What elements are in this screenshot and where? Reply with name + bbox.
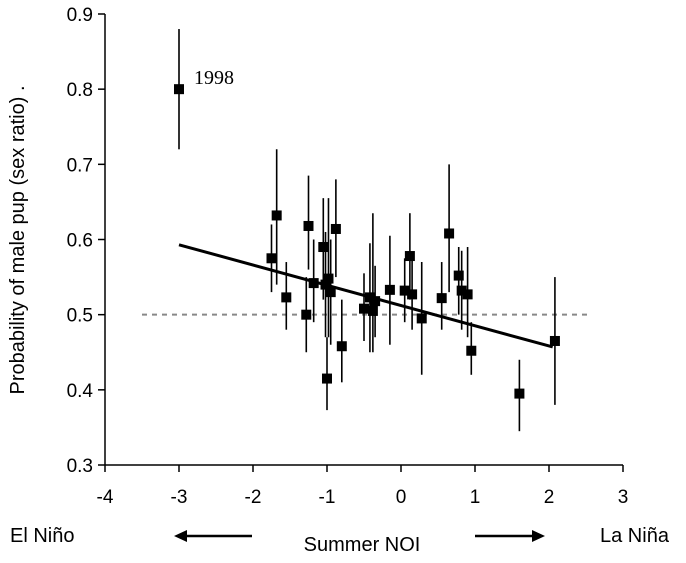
data-point: [416, 313, 427, 324]
data-point: [444, 228, 455, 239]
data-point: [370, 296, 381, 307]
x-tick-label: 0: [396, 487, 407, 508]
right-arrow: [475, 530, 545, 542]
data-point: [462, 289, 473, 300]
y-tick-label: 0.6: [67, 231, 93, 252]
data-point: [336, 341, 347, 352]
annotations-group: 1998: [194, 67, 234, 89]
data-point: [301, 309, 312, 320]
data-point: [266, 253, 277, 264]
data-point: [308, 278, 319, 289]
y-axis-title: Probability of male pup (sex ratio) .: [7, 85, 29, 394]
left-arrow-head: [174, 530, 187, 542]
y-tick-label: 0.9: [67, 5, 93, 26]
axes-group: [104, 14, 623, 466]
y-ticks-group: 0.3 0.4 0.5 0.6 0.7 0.8 0.9: [67, 5, 105, 477]
data-point: [325, 287, 336, 298]
x-tick-label: -4: [97, 487, 114, 508]
x-tick-label: 2: [544, 487, 555, 508]
data-point: [466, 345, 477, 356]
el-nino-label: El Niño: [10, 525, 74, 547]
y-tick-label: 0.5: [67, 306, 93, 327]
data-point: [303, 220, 314, 231]
x-tick-label: -1: [319, 487, 336, 508]
data-point: [323, 273, 334, 284]
annotation-label: 1998: [194, 67, 234, 89]
data-point: [359, 303, 369, 314]
x-tick-label: 3: [618, 487, 629, 508]
x-ticks-group: -4 -3 -2 -1 0 1 2 3: [97, 465, 629, 508]
x-tick-label: -2: [245, 487, 262, 508]
data-point: [322, 373, 332, 384]
data-point: [384, 284, 395, 295]
x-tick-label: -3: [171, 487, 188, 508]
data-point: [320, 279, 331, 290]
left-arrow: [174, 530, 252, 542]
data-point: [404, 251, 415, 262]
data-point: [174, 84, 184, 95]
data-point: [364, 292, 375, 303]
x-tick-label: 1: [470, 487, 481, 508]
data-point: [549, 335, 560, 346]
error-bars-group: [178, 29, 556, 432]
data-point: [318, 242, 329, 253]
y-tick-label: 0.8: [67, 80, 93, 101]
y-tick-label: 0.4: [67, 381, 94, 402]
data-point: [436, 293, 447, 304]
data-point: [271, 210, 282, 221]
data-point: [453, 270, 464, 281]
x-axis-title: Summer NOI: [304, 534, 421, 556]
data-point: [407, 289, 418, 300]
data-point: [367, 305, 378, 316]
data-point: [456, 285, 467, 296]
y-tick-label: 0.3: [67, 456, 93, 477]
data-point: [514, 388, 525, 399]
y-tick-label: 0.7: [67, 155, 93, 176]
data-point: [330, 223, 341, 234]
right-arrow-head: [532, 530, 545, 542]
la-nina-label: La Niña: [600, 525, 670, 547]
data-points-group: [174, 84, 560, 399]
data-point: [281, 292, 292, 303]
data-point: [399, 285, 410, 296]
